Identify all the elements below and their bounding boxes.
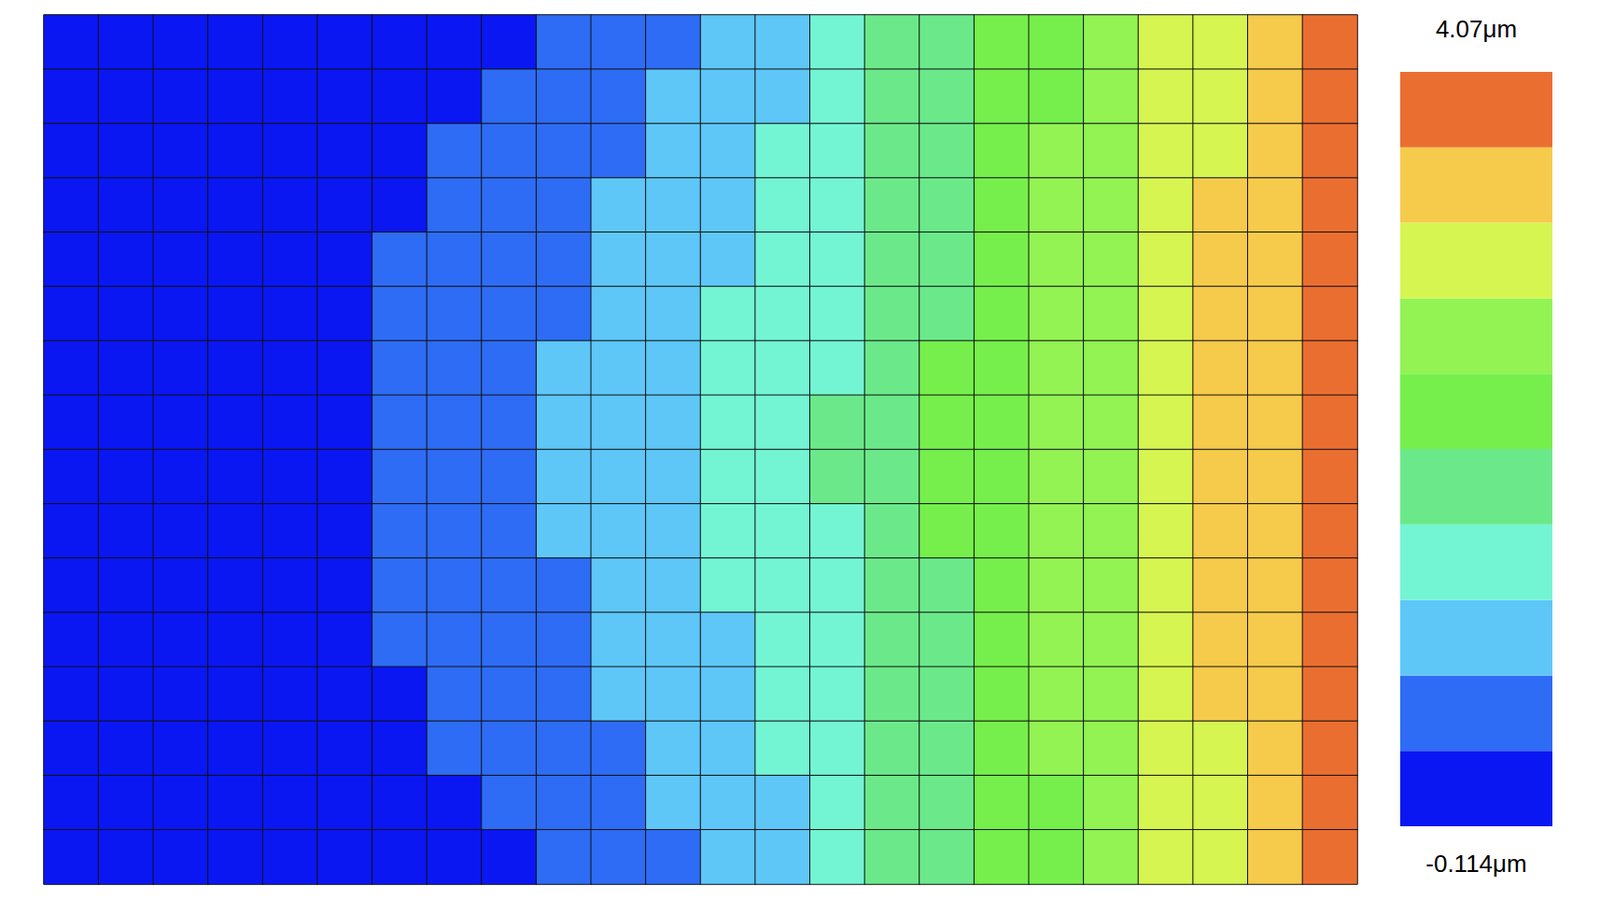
svg-text:-0.114μm: -0.114μm: [1425, 849, 1527, 878]
svg-text:4.07μm: 4.07μm: [1435, 14, 1517, 43]
